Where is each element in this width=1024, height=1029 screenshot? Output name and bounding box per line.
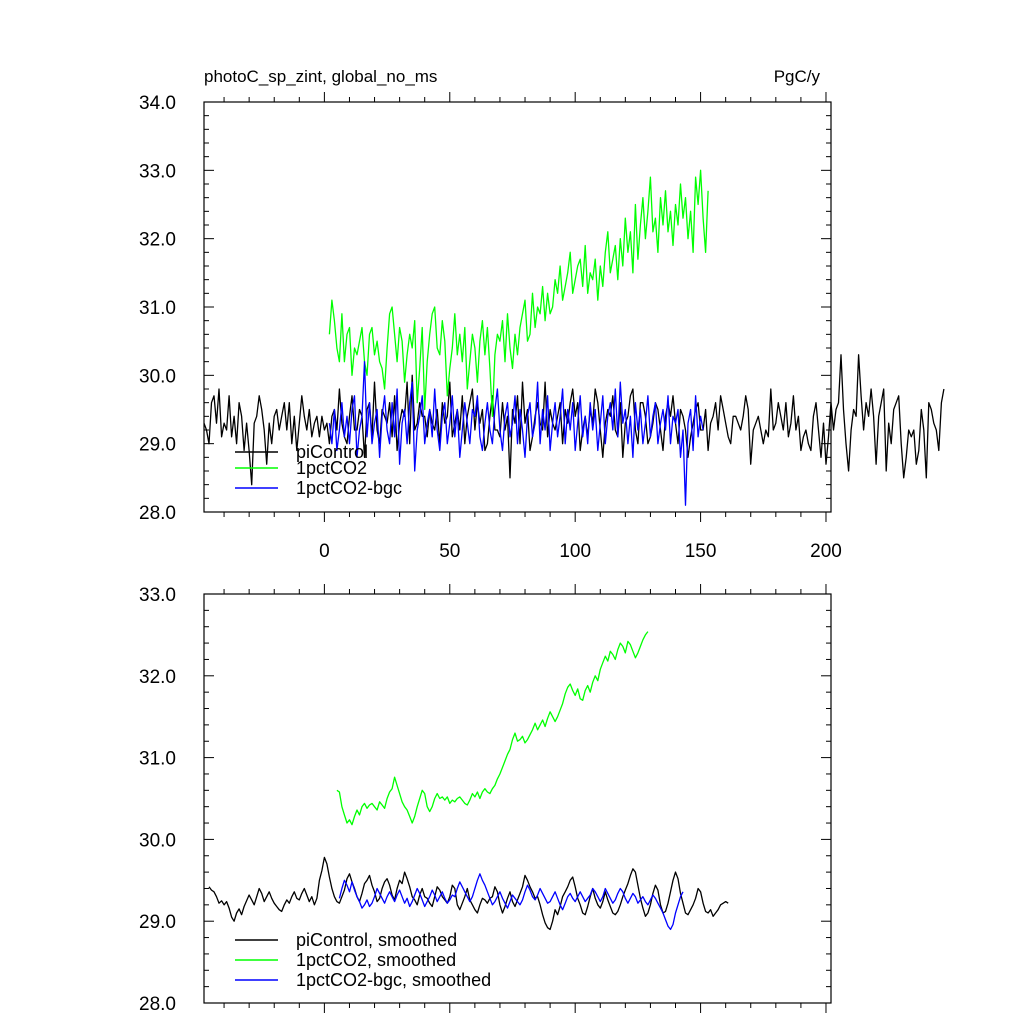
legend-label: 1pctCO2	[296, 458, 367, 478]
x-tick-label: 150	[685, 541, 717, 562]
y-tick-label: 33.0	[139, 161, 176, 182]
legend-label: 1pctCO2-bgc	[296, 478, 402, 498]
series-line-1-2	[338, 873, 684, 931]
y-tick-label: 28.0	[139, 503, 176, 524]
bottom-panel: 28.0 29.0 30.0 31.0 32.0 33.0 piControl, smoot…	[139, 584, 832, 1015]
y-tick-label: 30.0	[139, 830, 176, 851]
units-label: PgC/y	[774, 67, 821, 86]
y-tick-label: 32.0	[139, 230, 176, 251]
series-line-0-0	[203, 354, 945, 486]
x-tick-label: 0	[319, 541, 330, 562]
x-tick-label: 50	[439, 541, 460, 562]
legend-label: 1pctCO2-bgc, smoothed	[296, 970, 491, 990]
y-tick-label: 31.0	[139, 749, 176, 770]
y-tick-label: 31.0	[139, 298, 176, 319]
series-line-1-1	[336, 631, 649, 826]
legend-label: piControl	[296, 442, 368, 462]
x-tick-label: 100	[559, 541, 591, 562]
x-tick-label: 200	[810, 541, 842, 562]
legend-label: 1pctCO2, smoothed	[296, 950, 456, 970]
legend-label: piControl, smoothed	[296, 930, 457, 950]
chart-title: photoC_sp_zint, global_no_ms	[204, 67, 437, 86]
y-tick-label: 28.0	[139, 994, 176, 1015]
series-line-1-0	[208, 856, 729, 931]
y-tick-label: 33.0	[139, 585, 176, 606]
plot-frame	[203, 593, 832, 1004]
y-tick-label: 29.0	[139, 435, 176, 456]
y-tick-label: 34.0	[139, 93, 176, 114]
y-tick-label: 32.0	[139, 667, 176, 688]
series-line-0-1	[328, 169, 709, 417]
series-line-0-2	[328, 361, 704, 506]
y-tick-label: 29.0	[139, 912, 176, 933]
top-panel: photoC_sp_zint, global_no_ms PgC/y 28.0 2…	[139, 67, 945, 562]
y-tick-label: 30.0	[139, 366, 176, 387]
